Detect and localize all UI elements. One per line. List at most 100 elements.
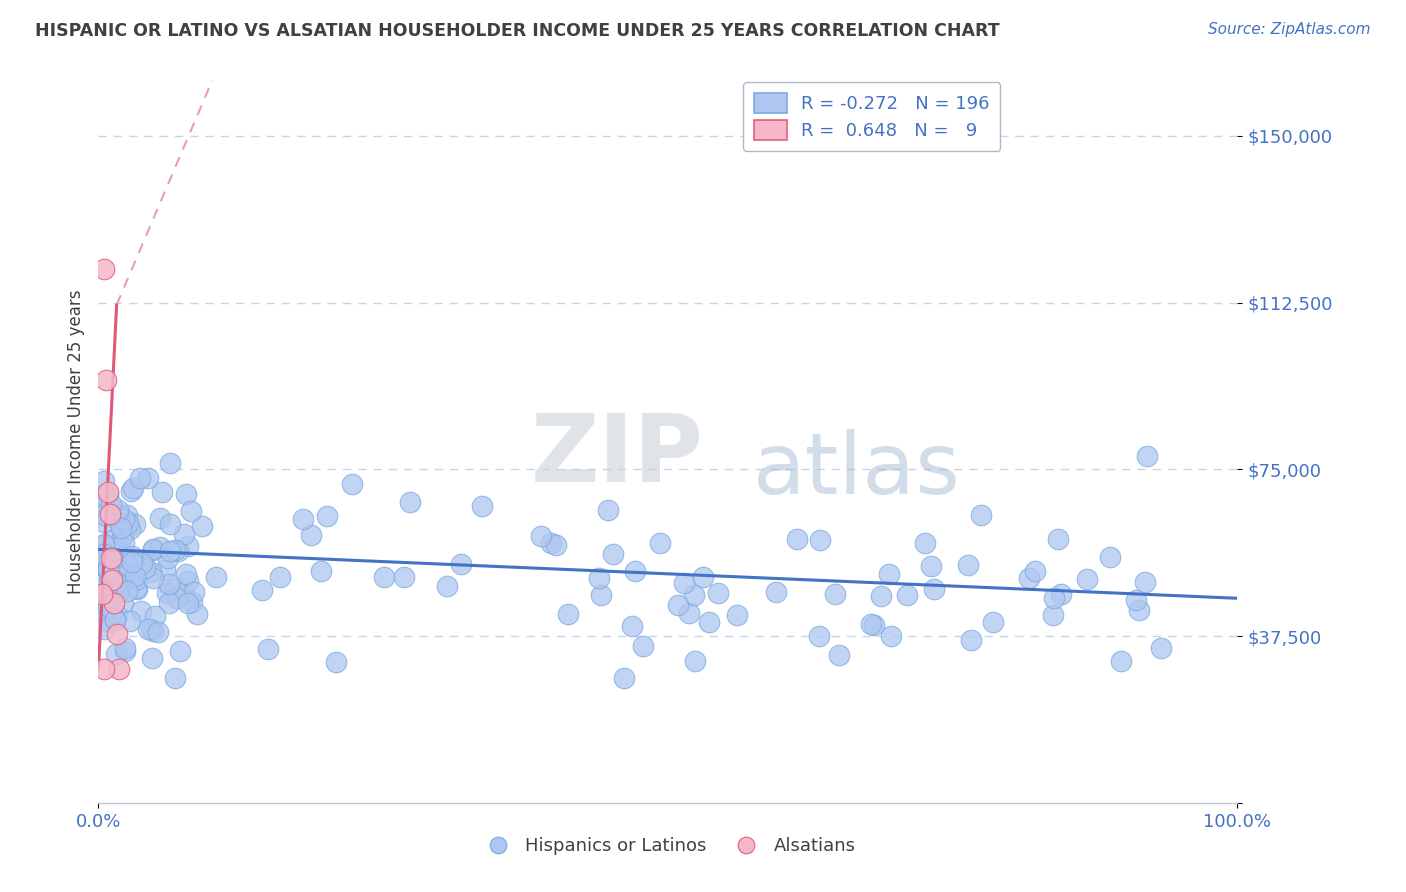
Point — [129, 603, 152, 617]
Point — [127, 582, 149, 597]
Point — [97, 599, 120, 613]
Point — [94, 614, 117, 628]
Point — [1024, 564, 1046, 578]
Point — [93, 474, 115, 488]
Point — [163, 582, 186, 596]
Point — [183, 585, 205, 599]
Point — [1018, 571, 1040, 585]
Point — [104, 531, 127, 545]
Point — [115, 508, 138, 523]
Point — [96, 484, 118, 499]
Point — [142, 624, 165, 638]
Point — [291, 512, 314, 526]
Point — [98, 570, 121, 584]
Point — [598, 502, 620, 516]
Point — [127, 572, 149, 586]
Point — [956, 558, 979, 573]
Point — [621, 619, 644, 633]
Y-axis label: Householder Income Under 25 years: Householder Income Under 25 years — [66, 289, 84, 594]
Point — [141, 565, 163, 579]
Point — [1135, 574, 1157, 589]
Point — [96, 373, 118, 387]
Point — [174, 486, 197, 500]
Point — [93, 622, 115, 636]
Point — [114, 641, 136, 656]
Point — [668, 598, 690, 612]
Point — [115, 557, 138, 571]
Point — [93, 582, 115, 597]
Point — [205, 569, 228, 583]
Point — [90, 587, 112, 601]
Point — [98, 572, 121, 586]
Point — [1046, 533, 1069, 547]
Point — [156, 586, 179, 600]
Point — [108, 662, 131, 676]
Point — [1099, 549, 1122, 564]
Point — [120, 522, 142, 536]
Point — [136, 622, 159, 636]
Point — [970, 508, 993, 523]
Point — [148, 624, 170, 639]
Point — [149, 510, 172, 524]
Point — [110, 519, 132, 533]
Point — [981, 615, 1004, 629]
Point — [157, 577, 180, 591]
Point — [93, 585, 115, 599]
Point — [96, 586, 118, 600]
Point — [436, 578, 458, 592]
Point — [115, 549, 138, 564]
Point — [105, 627, 128, 641]
Point — [859, 616, 882, 631]
Point — [1136, 449, 1159, 463]
Point — [104, 612, 127, 626]
Point — [186, 607, 208, 621]
Point — [1076, 572, 1098, 586]
Point — [107, 585, 129, 599]
Point — [93, 488, 115, 502]
Point — [173, 585, 195, 599]
Point — [546, 538, 568, 552]
Point — [166, 591, 188, 606]
Point — [139, 623, 162, 637]
Point — [591, 588, 613, 602]
Point — [914, 536, 936, 550]
Point — [149, 541, 172, 555]
Legend: Hispanics or Latinos, Alsatians: Hispanics or Latinos, Alsatians — [472, 830, 863, 863]
Point — [166, 543, 188, 558]
Point — [181, 595, 204, 609]
Point — [765, 584, 787, 599]
Point — [97, 564, 120, 578]
Point — [104, 613, 127, 627]
Point — [311, 564, 333, 578]
Point — [110, 577, 132, 591]
Point — [93, 558, 115, 572]
Point — [118, 614, 141, 628]
Point — [707, 585, 730, 599]
Point — [121, 549, 143, 563]
Point — [112, 536, 135, 550]
Point — [1125, 592, 1147, 607]
Point — [924, 582, 946, 596]
Point — [107, 608, 129, 623]
Point — [96, 508, 118, 522]
Point — [93, 508, 115, 522]
Point — [142, 543, 165, 558]
Text: Source: ZipAtlas.com: Source: ZipAtlas.com — [1208, 22, 1371, 37]
Point — [863, 618, 886, 632]
Point — [959, 632, 981, 647]
Point — [299, 528, 322, 542]
Point — [112, 512, 135, 526]
Point — [373, 570, 395, 584]
Point — [683, 588, 706, 602]
Point — [111, 555, 134, 569]
Point — [121, 552, 143, 566]
Point — [176, 567, 198, 582]
Point — [163, 543, 186, 558]
Point — [540, 536, 562, 550]
Point — [107, 580, 129, 594]
Point — [131, 553, 153, 567]
Point — [117, 516, 139, 531]
Point — [103, 577, 125, 591]
Point — [177, 596, 200, 610]
Point — [530, 528, 553, 542]
